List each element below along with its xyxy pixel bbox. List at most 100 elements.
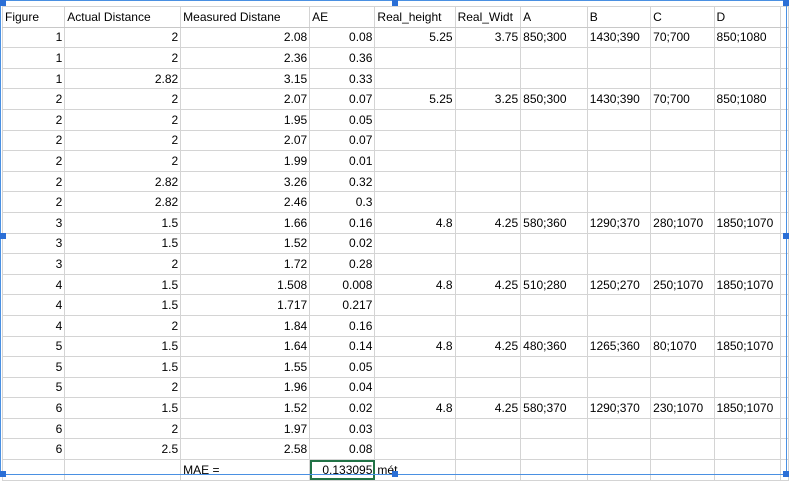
table-cell[interactable]: 4.25 [454, 211, 522, 234]
empty-cell[interactable] [780, 26, 789, 49]
table-cell[interactable] [586, 417, 652, 440]
table-cell[interactable] [586, 67, 652, 90]
table-cell[interactable] [586, 232, 652, 255]
header-figure[interactable]: Figure [1, 6, 66, 28]
resize-handle-top-right[interactable] [783, 0, 789, 6]
table-cell[interactable] [374, 376, 456, 399]
table-cell[interactable]: 1.84 [180, 314, 311, 337]
table-cell[interactable]: 2 [1, 170, 66, 193]
table-cell[interactable] [650, 417, 715, 440]
empty-cell[interactable] [780, 376, 789, 399]
table-cell[interactable]: 2 [64, 314, 182, 337]
table-cell[interactable]: 1.52 [180, 232, 311, 255]
table-cell[interactable]: 1430;390 [586, 26, 652, 49]
table-cell[interactable] [713, 253, 782, 275]
table-cell[interactable]: 2 [64, 253, 182, 275]
table-cell[interactable]: 1.55 [180, 356, 311, 378]
resize-handle-middle-left[interactable] [0, 233, 6, 239]
table-cell[interactable]: 4 [1, 273, 66, 296]
table-cell[interactable]: 1290;370 [586, 211, 652, 234]
table-cell[interactable] [454, 191, 522, 213]
table-cell[interactable] [454, 67, 522, 90]
table-cell[interactable]: 5.25 [374, 88, 456, 110]
empty-cell[interactable] [780, 129, 789, 152]
table-cell[interactable] [713, 170, 782, 193]
table-cell[interactable]: 1850;1070 [713, 211, 782, 234]
table-cell[interactable]: 2.58 [180, 438, 311, 461]
table-cell[interactable]: 1.717 [180, 294, 311, 316]
table-cell[interactable]: 850;300 [520, 88, 588, 110]
table-cell[interactable] [713, 314, 782, 337]
table-cell[interactable]: 1.99 [180, 150, 311, 172]
table-cell[interactable]: 1.66 [180, 211, 311, 234]
table-cell[interactable] [454, 253, 522, 275]
table-cell[interactable]: 1250;270 [586, 273, 652, 296]
table-cell[interactable]: 1.97 [180, 417, 311, 440]
table-cell[interactable]: 1290;370 [586, 397, 652, 419]
header-measured-distance[interactable]: Measured Distane [180, 6, 311, 28]
table-cell[interactable]: 580;370 [520, 397, 588, 419]
header-c[interactable]: C [650, 6, 715, 28]
table-cell[interactable]: 5.25 [374, 26, 456, 49]
table-cell[interactable]: 1850;1070 [713, 273, 782, 296]
table-cell[interactable] [586, 314, 652, 337]
table-cell[interactable] [713, 232, 782, 255]
table-cell[interactable] [713, 417, 782, 440]
header-actual-distance[interactable]: Actual Distance [64, 6, 182, 28]
table-cell[interactable]: 0.008 [309, 273, 376, 296]
empty-cell[interactable] [780, 191, 789, 213]
empty-cell[interactable] [780, 397, 789, 419]
table-cell[interactable]: 2 [1, 150, 66, 172]
table-cell[interactable]: 0.04 [309, 376, 376, 399]
table-cell[interactable] [650, 108, 715, 131]
table-cell[interactable]: 2 [64, 47, 182, 69]
table-cell[interactable] [713, 129, 782, 152]
table-cell[interactable]: 4 [1, 294, 66, 316]
mae-unit[interactable]: mét [374, 459, 456, 481]
table-cell[interactable]: 80;1070 [650, 335, 715, 358]
table-cell[interactable]: 3 [1, 253, 66, 275]
table-cell[interactable] [520, 356, 588, 378]
table-cell[interactable] [650, 232, 715, 255]
table-cell[interactable]: 1.5 [64, 397, 182, 419]
table-cell[interactable]: 3 [1, 232, 66, 255]
empty-cell[interactable] [520, 459, 588, 481]
table-cell[interactable] [586, 108, 652, 131]
table-cell[interactable]: 0.36 [309, 47, 376, 69]
table-cell[interactable]: 1.5 [64, 294, 182, 316]
table-cell[interactable]: 4.25 [454, 273, 522, 296]
empty-cell[interactable] [1, 459, 66, 481]
table-cell[interactable]: 3 [1, 211, 66, 234]
empty-cell[interactable] [780, 417, 789, 440]
empty-cell[interactable] [780, 211, 789, 234]
table-cell[interactable] [713, 438, 782, 461]
table-cell[interactable] [650, 438, 715, 461]
table-cell[interactable] [586, 47, 652, 69]
table-cell[interactable]: 2 [64, 26, 182, 49]
table-cell[interactable] [454, 294, 522, 316]
table-cell[interactable]: 0.03 [309, 417, 376, 440]
table-cell[interactable] [454, 232, 522, 255]
table-cell[interactable] [520, 150, 588, 172]
table-cell[interactable] [650, 314, 715, 337]
table-cell[interactable] [713, 47, 782, 69]
table-cell[interactable]: 2.36 [180, 47, 311, 69]
table-cell[interactable] [650, 191, 715, 213]
table-cell[interactable]: 2.07 [180, 129, 311, 152]
table-cell[interactable] [454, 438, 522, 461]
table-cell[interactable]: 2 [1, 108, 66, 131]
table-cell[interactable] [520, 232, 588, 255]
table-cell[interactable]: 70;700 [650, 26, 715, 49]
table-cell[interactable]: 0.05 [309, 356, 376, 378]
table-cell[interactable] [520, 129, 588, 152]
table-cell[interactable]: 1.95 [180, 108, 311, 131]
table-cell[interactable] [454, 108, 522, 131]
table-cell[interactable]: 2 [64, 417, 182, 440]
table-cell[interactable] [454, 314, 522, 337]
table-cell[interactable]: 2 [64, 376, 182, 399]
table-cell[interactable]: 3.15 [180, 67, 311, 90]
table-cell[interactable]: 2 [64, 108, 182, 131]
table-cell[interactable]: 1850;1070 [713, 397, 782, 419]
table-cell[interactable]: 70;700 [650, 88, 715, 110]
table-cell[interactable] [713, 67, 782, 90]
